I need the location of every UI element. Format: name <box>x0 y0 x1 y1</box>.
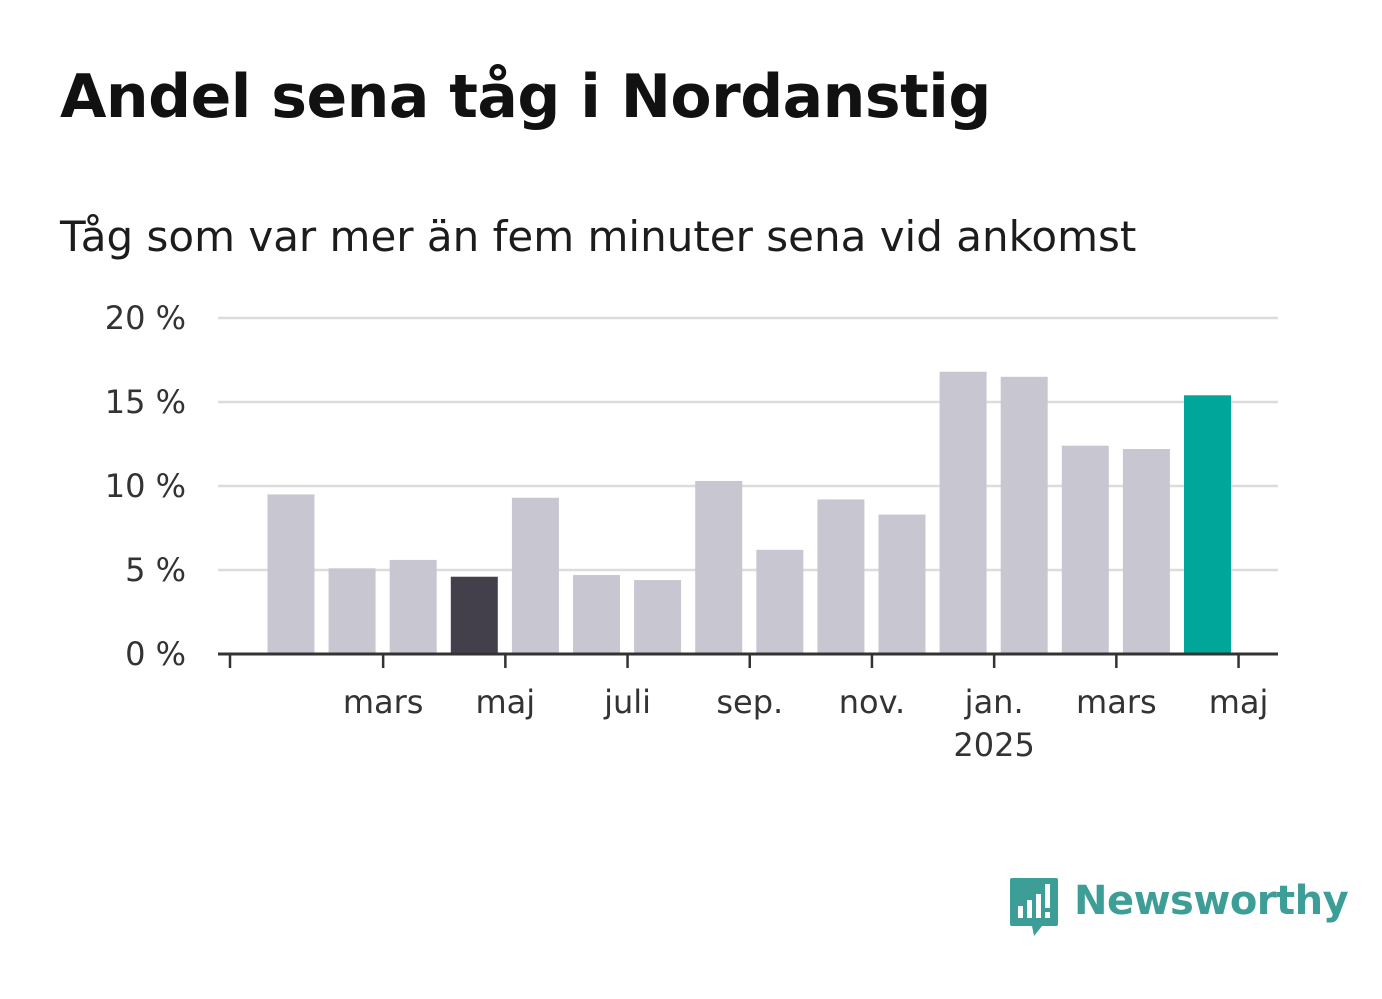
y-tick-label: 20 % <box>105 299 186 337</box>
x-tick-label: maj <box>476 683 536 721</box>
bar <box>450 576 498 654</box>
x-tick-label: mars <box>1076 683 1157 721</box>
x-tick-label: juli <box>603 683 651 721</box>
bar <box>634 580 682 654</box>
chart-title: Andel sena tåg i Nordanstig <box>60 62 991 132</box>
x-tick-label: sep. <box>716 683 783 721</box>
bar <box>878 514 926 654</box>
y-axis-labels: 0 % 5 % 10 % 15 % 20 % <box>105 299 186 673</box>
x-tick-label: maj <box>1209 683 1269 721</box>
x-tick-label: jan. <box>964 683 1024 721</box>
chart-subtitle: Tåg som var mer än fem minuter sena vid … <box>60 212 1137 261</box>
newsworthy-brand: Newsworthy <box>1008 876 1349 942</box>
y-tick-label: 10 % <box>105 467 186 505</box>
bars <box>267 371 1231 654</box>
bar <box>328 568 376 654</box>
x-tick-sublabel: 2025 <box>953 726 1034 764</box>
y-tick-label: 5 % <box>125 551 186 589</box>
bar <box>1122 449 1170 654</box>
bar <box>695 480 743 654</box>
y-tick-label: 15 % <box>105 383 186 421</box>
bar <box>1184 395 1231 654</box>
bar <box>939 371 987 654</box>
bar <box>267 494 315 654</box>
bar <box>573 575 620 654</box>
gridlines <box>218 316 1278 572</box>
brand-name: Newsworthy <box>1074 878 1349 924</box>
x-tick-label: nov. <box>839 683 905 721</box>
y-tick-label: 0 % <box>125 635 186 673</box>
x-tick-label: mars <box>343 683 424 721</box>
bar <box>511 497 559 654</box>
bar <box>1061 445 1109 654</box>
x-axis-labels: mars maj juli sep. nov. jan. 2025 mars maj <box>343 683 1269 764</box>
newsworthy-logo-icon <box>1010 878 1058 936</box>
bar <box>1000 376 1048 654</box>
bar <box>756 549 804 654</box>
bar <box>817 499 865 654</box>
x-axis <box>218 652 1278 668</box>
bar <box>389 559 437 654</box>
